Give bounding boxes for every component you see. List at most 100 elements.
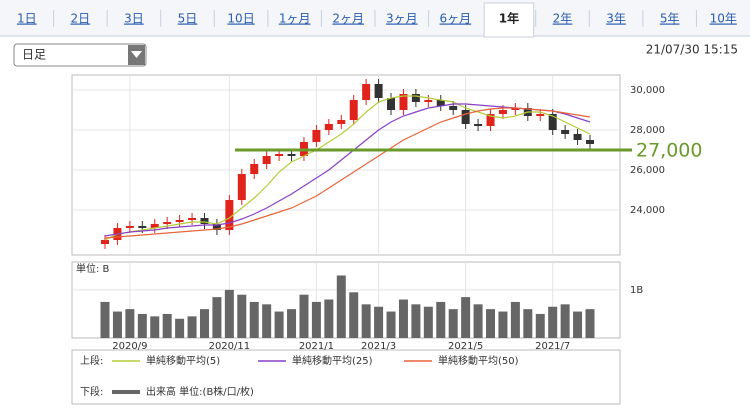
candle-body	[275, 154, 284, 156]
volume-bar	[249, 301, 259, 338]
candle-body	[262, 156, 271, 164]
y-tick-label: 30,000	[630, 85, 665, 96]
x-tick-label: 2021/3	[361, 341, 396, 352]
tab[interactable]: 1年	[499, 11, 519, 26]
legend-box	[71, 349, 621, 405]
volume-bar	[287, 309, 297, 338]
volume-bar	[386, 311, 396, 338]
candle-body	[498, 110, 507, 114]
volume-bar	[224, 289, 234, 338]
candle-body	[424, 100, 433, 102]
tab[interactable]: 1日	[17, 12, 37, 26]
tab[interactable]: 6ヶ月	[440, 12, 472, 26]
reference-label: 27,000	[636, 140, 702, 162]
volume-bar	[237, 294, 247, 338]
candle-body	[536, 114, 545, 116]
tab[interactable]: 3ヶ月	[386, 12, 418, 26]
volume-bar	[573, 311, 583, 338]
tab[interactable]: 5日	[178, 12, 198, 26]
candle-body	[349, 100, 358, 120]
tab[interactable]: 2年	[553, 12, 573, 26]
candle-body	[411, 94, 420, 102]
candle-body	[511, 108, 520, 110]
candle-body	[387, 98, 396, 110]
unit-label: 単位: B	[76, 262, 110, 275]
volume-bar	[361, 304, 371, 338]
candle-body	[175, 220, 184, 222]
candle-body	[573, 134, 582, 140]
candle-body	[163, 222, 172, 224]
tab[interactable]: 3日	[124, 12, 144, 26]
volume-bar	[523, 309, 533, 338]
volume-bar	[411, 304, 421, 338]
y-tick-label: 28,000	[630, 125, 665, 136]
volume-bar	[162, 313, 172, 338]
volume-bar	[299, 294, 309, 338]
volume-bar	[398, 299, 408, 338]
legend-label: 下段:	[80, 385, 103, 398]
volume-bar	[100, 301, 110, 338]
tab[interactable]: 10年	[710, 12, 737, 26]
candle-body	[374, 84, 383, 98]
candle-body	[436, 100, 445, 106]
volume-bar	[548, 306, 558, 338]
volume-bar	[498, 311, 508, 338]
candle-body	[150, 224, 159, 228]
volume-bar	[560, 304, 570, 338]
tab[interactable]: 2日	[71, 12, 91, 26]
volume-bar	[535, 313, 545, 338]
candle-body	[449, 106, 458, 110]
candle-body	[212, 224, 221, 230]
x-tick-label: 2021/1	[299, 341, 334, 352]
candle-body	[200, 218, 209, 224]
volume-bar	[112, 311, 122, 338]
candle-body	[486, 114, 495, 126]
tab[interactable]: 1ヶ月	[279, 12, 311, 26]
ma-line	[104, 107, 591, 239]
candle-body	[125, 226, 134, 228]
x-tick-label: 2020/9	[112, 341, 147, 352]
y-tick-label: 1B	[630, 285, 643, 296]
volume-bar	[461, 297, 471, 338]
y-tick-label: 26,000	[630, 165, 665, 176]
y-tick-label: 24,000	[630, 205, 665, 216]
legend-label: 上段:	[80, 354, 103, 367]
legend-text: 単純移動平均(5)	[146, 354, 220, 367]
tab[interactable]: 5年	[660, 12, 680, 26]
volume-bar	[175, 318, 185, 338]
candle-body	[399, 94, 408, 110]
candle-body	[287, 154, 296, 156]
price-panel	[71, 74, 621, 256]
x-tick-label: 2021/5	[448, 341, 483, 352]
volume-bar	[436, 301, 446, 338]
volume-bar	[510, 301, 520, 338]
candle-body	[548, 114, 557, 130]
volume-bar	[125, 309, 135, 338]
x-tick-label: 2020/11	[209, 341, 251, 352]
timestamp: 21/07/30 15:15	[646, 43, 738, 57]
candle-body	[586, 140, 594, 144]
x-tick-label: 2021/7	[535, 341, 570, 352]
legend-text: 単純移動平均(50)	[438, 354, 519, 367]
tab[interactable]: 3年	[606, 12, 626, 26]
candle-body	[461, 110, 470, 124]
volume-bar	[137, 313, 147, 338]
candle-body	[138, 226, 147, 228]
volume-bar	[423, 306, 433, 338]
candle-body	[337, 120, 346, 124]
volume-bar	[486, 309, 496, 338]
candle-body	[324, 124, 333, 130]
dropdown-label: 日足	[22, 48, 46, 62]
tab[interactable]: 2ヶ月	[332, 12, 364, 26]
volume-bar	[199, 309, 209, 338]
candle-body	[188, 218, 197, 220]
dropdown[interactable]	[13, 43, 147, 67]
tab[interactable]: 10日	[227, 12, 254, 26]
candle-body	[237, 174, 246, 200]
candle-body	[250, 164, 259, 174]
volume-bar	[212, 297, 222, 338]
candle-body	[101, 240, 109, 244]
volume-bar	[336, 275, 346, 338]
volume-bar	[585, 309, 595, 338]
